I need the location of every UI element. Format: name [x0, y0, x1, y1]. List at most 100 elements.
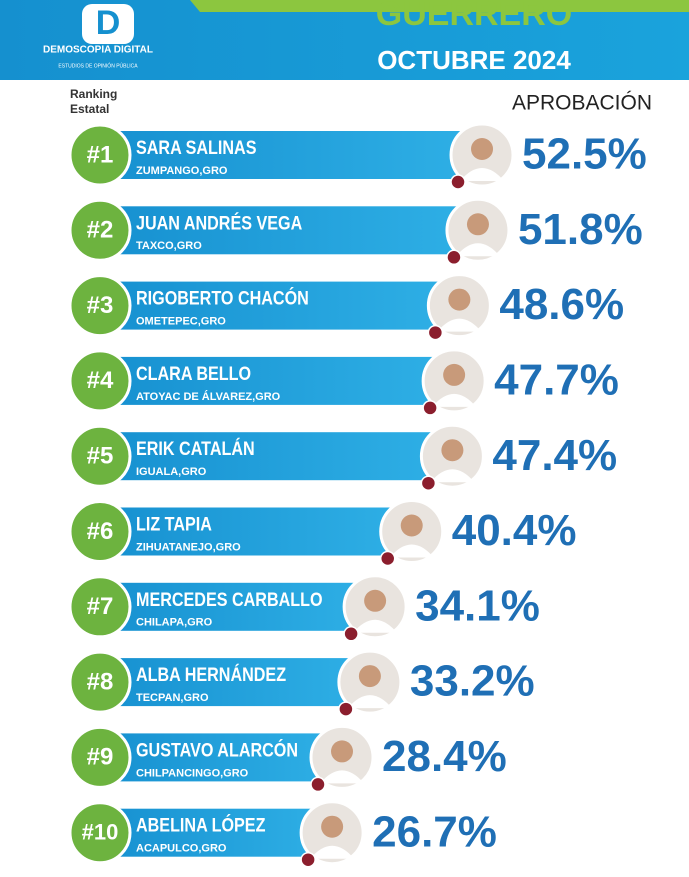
- value-label: 48.6%: [499, 280, 624, 329]
- value-axis-label: APROBACIÓN: [512, 92, 652, 115]
- candidate-location: ZUMPANGO,GRO: [136, 165, 228, 177]
- candidate-location: ACAPULCO,GRO: [136, 843, 227, 855]
- rank: #6: [87, 518, 114, 545]
- candidate-location: ZIHUATANEJO,GRO: [136, 541, 241, 553]
- rank-badge: [68, 500, 132, 563]
- photo-body: [460, 168, 505, 181]
- rank-badge: [68, 575, 132, 639]
- party-logo: [420, 475, 437, 491]
- bar: [100, 206, 476, 255]
- candidate-location: IGUALA,GRO: [136, 466, 207, 478]
- bar: [100, 582, 374, 631]
- candidate-location: CHILAPA,GRO: [136, 617, 213, 629]
- photo-head: [443, 363, 466, 386]
- value-label: 47.4%: [492, 431, 617, 480]
- photo-body: [347, 695, 392, 709]
- logo-mark: [82, 4, 134, 44]
- rank: #9: [87, 744, 114, 771]
- candidate-name: GUSTAVO ALARCÓN: [136, 738, 298, 761]
- bar: [100, 808, 331, 857]
- rank-badge: [68, 198, 132, 262]
- rank-badge: [68, 801, 132, 865]
- rank-label: Estatal: [70, 102, 109, 116]
- photo-head: [448, 288, 471, 311]
- photo-head: [331, 740, 354, 763]
- rank-badge: [68, 725, 132, 789]
- photo-body: [430, 469, 475, 483]
- photo-body: [437, 318, 482, 332]
- candidate-location: TECPAN,GRO: [136, 692, 209, 704]
- bar: [100, 432, 451, 481]
- rank-badge: [68, 650, 132, 714]
- rank: #1: [87, 141, 114, 168]
- bar: [100, 507, 410, 556]
- rank: #2: [87, 217, 114, 244]
- logo-letter: D: [96, 4, 121, 42]
- value-label: 51.8%: [518, 205, 643, 254]
- value-label: 33.2%: [410, 657, 535, 706]
- bar: [100, 356, 453, 405]
- photo-head: [364, 589, 387, 612]
- photo-body: [455, 243, 500, 257]
- photo-body: [310, 845, 355, 859]
- rank: #3: [87, 292, 114, 319]
- candidate-location: CHILPANCINGO,GRO: [136, 767, 249, 779]
- candidate-name: MERCEDES CARBALLO: [136, 589, 323, 611]
- photo-head: [358, 665, 381, 688]
- value-label: 52.5%: [522, 130, 647, 179]
- rank-badge: [68, 349, 132, 413]
- subtitle: OCTUBRE 2024: [377, 45, 571, 75]
- candidate-name: JUAN ANDRÉS VEGA: [136, 211, 302, 234]
- photo-body: [320, 770, 365, 784]
- brand-tagline: ESTUDIOS DE OPINIÓN PÚBLICA: [58, 62, 138, 69]
- value-label: 40.4%: [452, 506, 577, 555]
- rank: #5: [87, 443, 114, 470]
- rank-badge: [68, 123, 132, 187]
- candidate-name: ALBA HERNÁNDEZ: [136, 663, 286, 686]
- candidate-location: OMETEPEC,GRO: [136, 316, 226, 328]
- photo-head: [400, 514, 423, 537]
- candidate-name: ABELINA LÓPEZ: [136, 813, 266, 836]
- rank: #4: [87, 367, 114, 394]
- photo-head: [321, 815, 344, 838]
- bar: [100, 281, 458, 330]
- rank: #10: [82, 820, 119, 845]
- rank-badge: [68, 424, 132, 488]
- candidate-name: SARA SALINAS: [136, 137, 257, 159]
- photo-head: [466, 213, 489, 236]
- photo-body: [389, 544, 434, 558]
- candidate-name: LIZ TAPIA: [136, 513, 212, 535]
- bar: [100, 733, 341, 782]
- party-logo: [427, 324, 444, 341]
- party-logo: [379, 550, 396, 567]
- candidate-name: CLARA BELLO: [136, 363, 251, 385]
- party-logo: [300, 851, 316, 868]
- value-label: 28.4%: [382, 732, 507, 781]
- brand-name: DEMOSCOPIA DIGITAL: [43, 45, 153, 56]
- rank-label: Ranking: [70, 87, 117, 101]
- photo-body: [432, 393, 477, 407]
- rank: #7: [87, 593, 114, 620]
- party-logo: [422, 400, 438, 416]
- party-logo: [446, 249, 462, 266]
- candidate-location: TAXCO,GRO: [136, 240, 202, 252]
- candidate-location: ATOYAC DE ÁLVAREZ,GRO: [136, 390, 281, 403]
- title: GUERRERO: [376, 0, 572, 33]
- value-label: 26.7%: [372, 807, 497, 856]
- party-logo: [343, 626, 359, 642]
- rank: #8: [87, 668, 114, 695]
- value-label: 47.7%: [494, 356, 619, 405]
- bar: [100, 658, 368, 707]
- bar: [100, 131, 481, 179]
- header-accent: [190, 0, 689, 12]
- party-logo: [450, 174, 466, 190]
- candidate-name: ERIK CATALÁN: [136, 437, 255, 460]
- party-logo: [338, 701, 354, 717]
- value-label: 34.1%: [415, 581, 540, 630]
- candidate-name: RIGOBERTO CHACÓN: [136, 286, 309, 309]
- photo-head: [471, 138, 494, 160]
- photo-body: [353, 619, 398, 633]
- party-logo: [310, 776, 326, 793]
- photo-head: [441, 439, 464, 462]
- rank-badge: [68, 274, 132, 338]
